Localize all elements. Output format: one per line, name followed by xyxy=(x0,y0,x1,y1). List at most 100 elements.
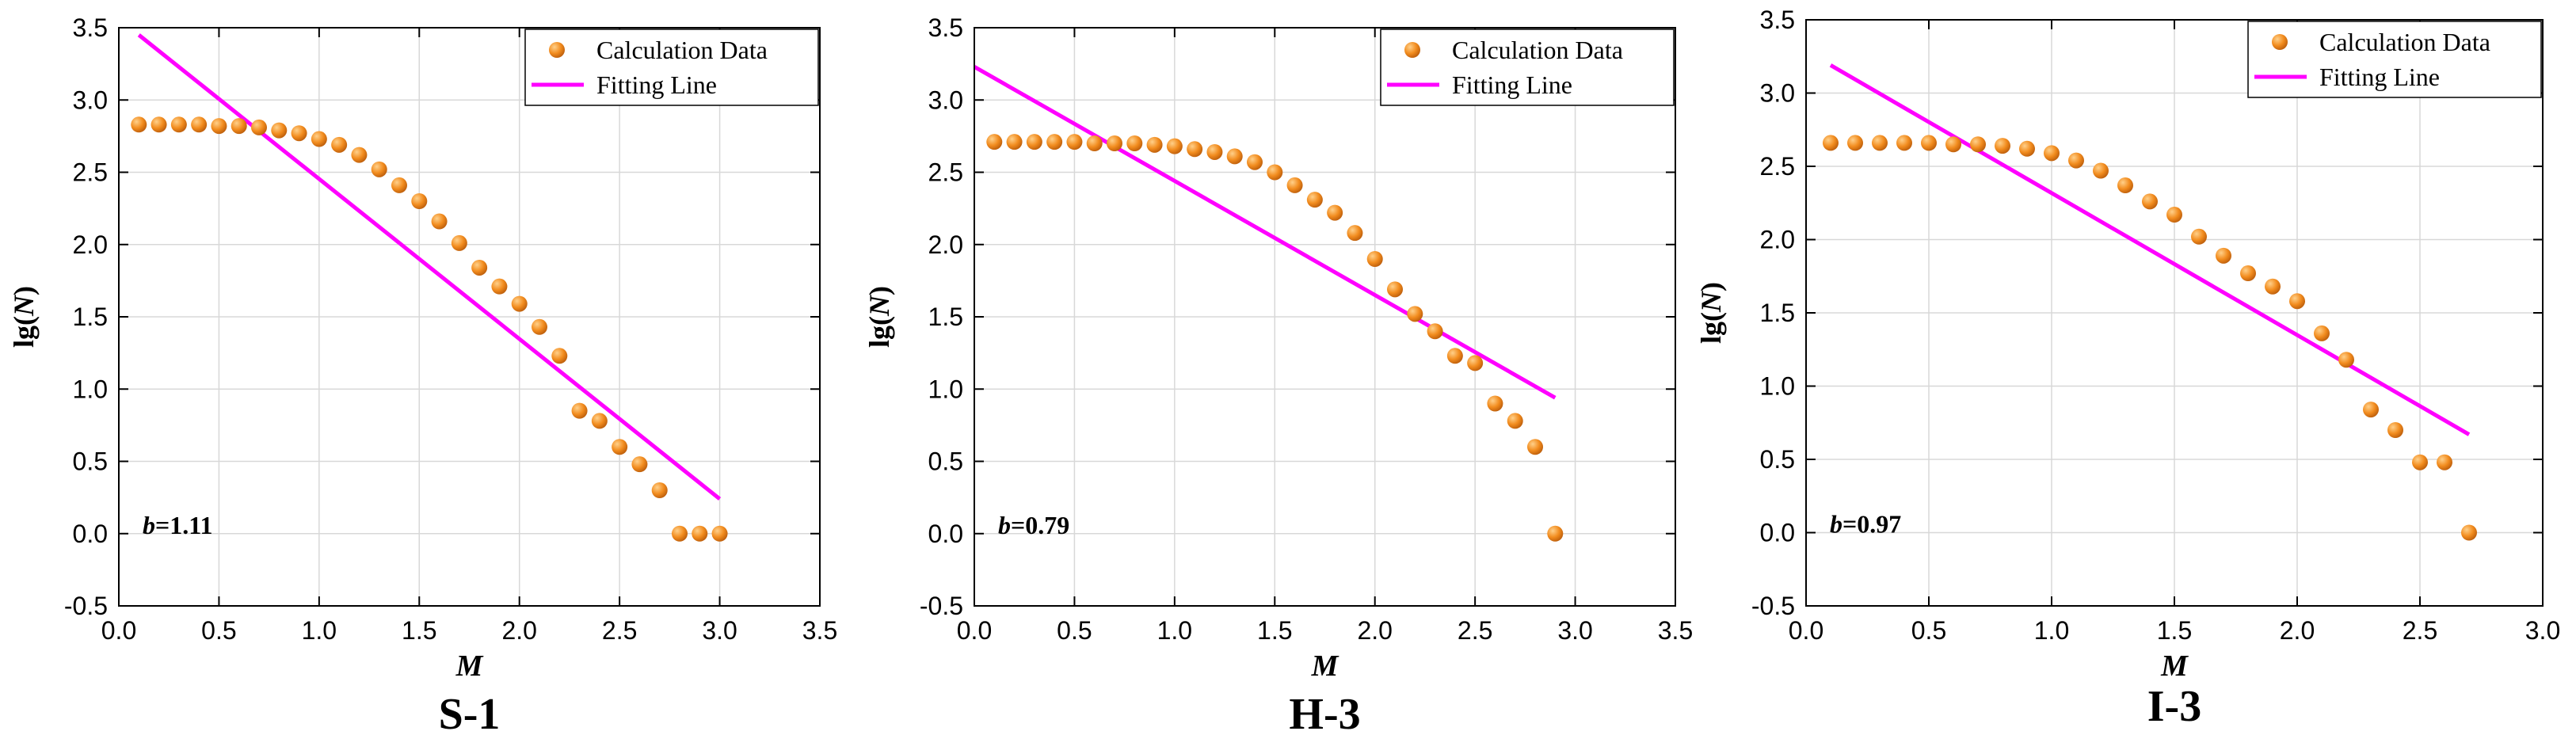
data-point xyxy=(1347,225,1363,242)
b-value: =1.11 xyxy=(155,511,212,539)
y-tick-label: 2.0 xyxy=(73,230,108,259)
x-axis-label: M xyxy=(1311,649,1339,683)
b-symbol: b xyxy=(998,511,1011,539)
plot-frame xyxy=(974,27,1676,607)
data-point xyxy=(2142,193,2158,210)
legend-marker-points xyxy=(2272,34,2288,50)
data-point xyxy=(1286,177,1303,193)
panel-title: I-3 xyxy=(2147,682,2201,731)
data-point xyxy=(986,134,1003,150)
y-tick-label: 2.5 xyxy=(1760,152,1795,181)
x-tick-label: 3.0 xyxy=(2525,616,2560,645)
data-point xyxy=(612,439,628,455)
data-point xyxy=(1921,135,1937,151)
data-point xyxy=(1427,323,1443,340)
data-point xyxy=(2265,278,2281,295)
data-point xyxy=(1146,136,1163,153)
y-tick-label: 0.0 xyxy=(928,520,963,548)
y-tick-label: 2.0 xyxy=(928,230,963,259)
x-tick-label: 1.5 xyxy=(1257,616,1292,645)
data-point xyxy=(1387,281,1403,298)
y-tick-label: -0.5 xyxy=(64,592,108,620)
legend-marker-points xyxy=(549,42,565,58)
data-point xyxy=(151,116,167,133)
data-point xyxy=(1446,348,1463,364)
data-point xyxy=(2166,207,2182,223)
x-tick-label: 2.5 xyxy=(2403,616,2437,645)
b-symbol: b xyxy=(143,511,155,539)
y-tick-label: 1.5 xyxy=(1760,299,1795,327)
data-point xyxy=(391,177,407,193)
data-point xyxy=(1896,135,1912,151)
data-point xyxy=(1872,135,1888,151)
data-point xyxy=(1226,148,1243,165)
x-tick-label: 0.0 xyxy=(957,616,992,645)
legend: Calculation Data Fitting Line xyxy=(524,29,819,106)
data-point xyxy=(1247,154,1263,170)
data-point xyxy=(2240,265,2256,282)
data-point xyxy=(331,136,348,153)
panel-title: H-3 xyxy=(1289,690,1360,739)
y-tick-label: 2.0 xyxy=(1760,226,1795,254)
fitting-line xyxy=(137,33,722,501)
panel-title: S-1 xyxy=(439,690,501,739)
x-tick-label: 3.0 xyxy=(702,616,737,645)
data-point xyxy=(170,116,187,133)
y-tick-label: -0.5 xyxy=(920,592,963,620)
legend-box xyxy=(524,29,819,106)
y-tick-label: 0.5 xyxy=(1760,445,1795,474)
data-point xyxy=(1107,135,1122,151)
y-tick-label: 1.0 xyxy=(1760,372,1795,401)
y-tick-label: -0.5 xyxy=(1751,592,1795,620)
data-point xyxy=(2363,402,2379,418)
chart-panel-1: 0.0 0.5 1.0 1.5 2.0 2.5 3.0 3.5-0.50.00.51.01.5… xyxy=(8,13,837,739)
data-point xyxy=(1487,395,1503,412)
x-tick-label: 1.0 xyxy=(302,616,337,645)
legend-label-line: Fitting Line xyxy=(1452,70,1572,99)
data-point xyxy=(1823,135,1839,151)
legend-marker-points xyxy=(1404,42,1420,58)
x-tick-label: 0.5 xyxy=(1911,616,1946,645)
data-point xyxy=(411,193,428,209)
data-point xyxy=(1187,141,1203,158)
data-point xyxy=(1086,135,1103,151)
plot-frame xyxy=(118,27,821,607)
data-point xyxy=(1945,136,1961,153)
data-point xyxy=(1467,355,1484,371)
y-axis-label: lg(N) xyxy=(1695,282,1727,344)
x-tick-label: 0.5 xyxy=(201,616,236,645)
legend-label-line: Fitting Line xyxy=(2319,63,2440,91)
y-tick-label: 0.5 xyxy=(73,447,108,476)
data-point xyxy=(311,131,327,147)
data-point xyxy=(2314,325,2330,341)
x-tick-label: 2.5 xyxy=(602,616,637,645)
x-tick-label: 2.0 xyxy=(2280,616,2315,645)
b-value-annotation: b=0.97 xyxy=(1830,510,1901,539)
x-axis-label: M xyxy=(2160,649,2189,683)
x-tick-label: 1.0 xyxy=(2034,616,2069,645)
x-tick-label: 1.5 xyxy=(2157,616,2192,645)
data-point xyxy=(651,482,668,498)
y-tick-label: 3.0 xyxy=(1760,79,1795,108)
fitting-line xyxy=(973,65,1557,400)
legend-label-points: Calculation Data xyxy=(596,36,768,64)
legend-label-points: Calculation Data xyxy=(2319,28,2490,56)
y-tick-label: 3.0 xyxy=(928,86,963,114)
b-value-annotation: b=1.11 xyxy=(143,511,212,539)
data-point xyxy=(2093,162,2109,179)
legend: Calculation Data Fitting Line xyxy=(2247,21,2542,98)
data-point xyxy=(1327,204,1343,221)
data-point xyxy=(251,119,267,135)
data-point xyxy=(1126,135,1143,151)
x-tick-label: 1.0 xyxy=(1157,616,1192,645)
x-tick-label: 2.0 xyxy=(1357,616,1392,645)
legend-box xyxy=(1380,29,1675,106)
data-point xyxy=(491,278,508,295)
y-tick-label: 1.5 xyxy=(928,303,963,331)
x-tick-label: 3.5 xyxy=(1658,616,1693,645)
plot-frame xyxy=(1805,19,2544,607)
data-point xyxy=(2117,177,2133,194)
b-symbol: b xyxy=(1830,510,1842,539)
chart-panel-3: 0.0 0.5 1.0 1.5 2.0 2.5 3.0-0.50.00.51.01.52.0… xyxy=(1695,6,2560,731)
